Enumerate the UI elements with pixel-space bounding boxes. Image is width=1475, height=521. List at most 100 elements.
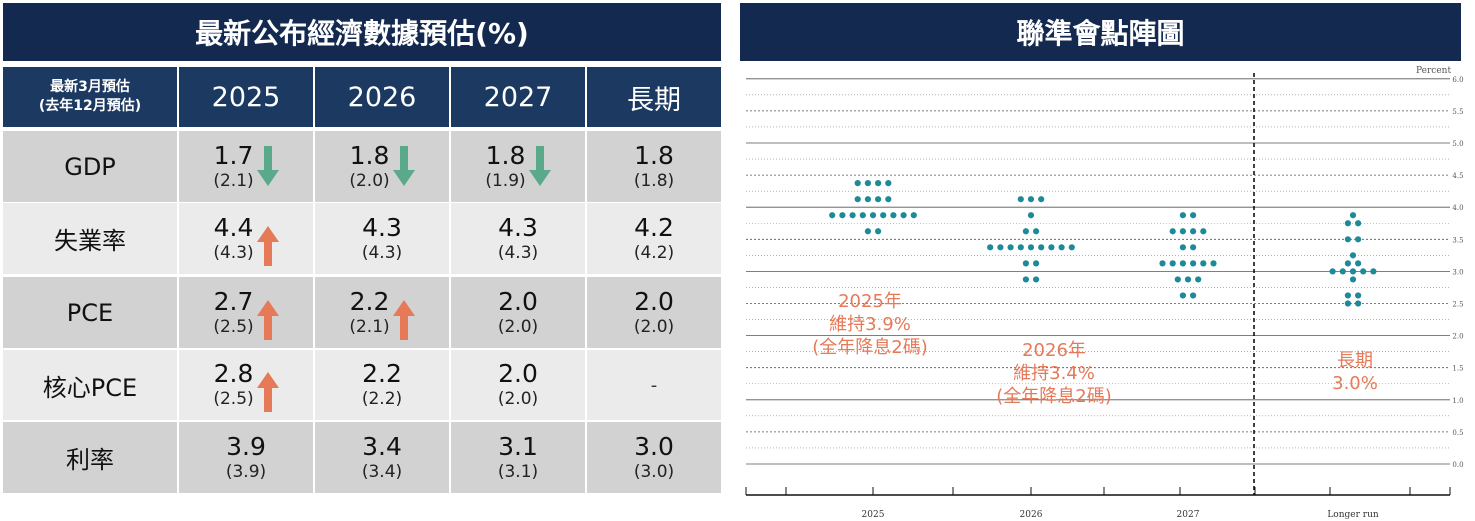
dot-plot-panel: 聯準會點陣圖 0.0 0.5 1.0 1.5 2.0 2.5 3.0 3.5 4.0 4.5 5.0… — [740, 3, 1470, 520]
dot-point — [1068, 244, 1075, 251]
value-cell: 3.9 (3.9) — [179, 422, 313, 493]
dot-point — [1033, 260, 1040, 267]
dot-point — [890, 212, 897, 219]
value-stack: 1.8 (1.9) — [485, 141, 526, 192]
value-cell: 2.8 (2.5) — [179, 350, 313, 420]
previous-estimate: (1.8) — [633, 170, 675, 191]
current-estimate: 2.8 — [213, 359, 254, 388]
empty-value: - — [650, 374, 658, 396]
dot-point — [1210, 260, 1217, 267]
previous-estimate: (2.5) — [213, 389, 254, 409]
row-label: GDP — [3, 131, 177, 202]
x-category-label: 2026 — [1020, 510, 1043, 520]
current-estimate: 2.0 — [634, 286, 674, 316]
dot-point — [1190, 292, 1197, 299]
value-stack: 3.9 (3.9) — [226, 431, 266, 483]
dot-point — [997, 244, 1004, 251]
dot-point — [1344, 300, 1351, 307]
value-cell: 4.4 (4.3) — [179, 203, 313, 274]
current-estimate: 1.8 — [634, 140, 674, 170]
current-estimate: 3.0 — [634, 431, 674, 461]
dot-point — [880, 212, 887, 219]
dot-point — [1007, 244, 1014, 251]
dot-point — [1027, 244, 1035, 251]
table-title: 最新公布經濟數據預估(%) — [3, 3, 721, 61]
previous-estimate: (2.1) — [213, 170, 254, 191]
annotation-longer-run: 長期 3.0% — [1310, 349, 1400, 395]
y-tick-label: 4.5 — [1452, 172, 1463, 180]
dot-point — [1017, 196, 1024, 203]
current-estimate: 4.4 — [213, 212, 254, 242]
value-group: 4.4 (4.3) — [213, 212, 279, 266]
value-stack: 2.8 (2.5) — [213, 360, 253, 410]
value-cell: 2.2 (2.2) — [315, 350, 449, 420]
current-estimate: 2.0 — [498, 359, 538, 388]
value-stack: 1.8 (2.0) — [349, 141, 389, 192]
dot-point — [1355, 292, 1362, 299]
y-tick-label: 6.0 — [1452, 76, 1463, 84]
arrow-up-icon — [392, 299, 415, 340]
value-cell: 1.8 (1.9) — [451, 131, 585, 202]
y-axis-label: Percent — [1416, 66, 1451, 76]
previous-estimate: (2.2) — [361, 389, 403, 409]
value-group: 2.0 (2.0) — [634, 286, 674, 338]
annotation-line: 2025年 — [838, 291, 902, 312]
current-estimate: 2.2 — [349, 286, 390, 316]
y-tick-label: 3.0 — [1452, 268, 1463, 276]
dot-point — [854, 180, 861, 187]
dot-point — [1329, 268, 1336, 275]
dot-point — [1344, 260, 1351, 267]
annotation-2025: 2025年 維持3.9% (全年降息2碼) — [800, 290, 940, 359]
dot-point — [885, 180, 892, 187]
x-category-label: 2025 — [862, 510, 885, 520]
value-group: 2.7 (2.5) — [213, 286, 279, 340]
dot-point — [1022, 260, 1029, 267]
dot-point — [1195, 276, 1202, 283]
value-group: 3.0 (3.0) — [634, 431, 674, 483]
previous-estimate: (3.1) — [497, 461, 539, 482]
previous-estimate: (1.9) — [485, 170, 526, 191]
dot-point — [1033, 228, 1040, 235]
row-label: 利率 — [3, 422, 177, 493]
current-estimate: 1.7 — [213, 140, 254, 170]
current-estimate: 2.7 — [213, 286, 254, 316]
dot-point — [1017, 244, 1024, 251]
row-label: 核心PCE — [3, 350, 177, 420]
dot-point — [987, 244, 994, 251]
dot-point — [900, 212, 907, 219]
current-estimate: 3.9 — [226, 431, 266, 461]
current-estimate: 2.2 — [362, 359, 402, 388]
value-cell: 2.0 (2.0) — [451, 350, 585, 420]
dot-point — [1355, 260, 1362, 267]
arrow-up-icon — [256, 225, 279, 266]
value-cell: 1.7 (2.1) — [179, 131, 313, 202]
dot-point — [849, 212, 856, 219]
value-cell: 3.0 (3.0) — [587, 422, 721, 493]
dot-point — [869, 212, 877, 219]
dot-point — [1179, 260, 1186, 267]
value-stack: 3.4 (3.4) — [362, 432, 402, 483]
dot-point — [885, 196, 892, 203]
corner-line: 最新3月預估 — [50, 79, 130, 95]
previous-estimate: (2.1) — [349, 316, 390, 337]
value-cell: 1.8 (1.8) — [587, 131, 721, 202]
column-header: 2027 — [451, 67, 585, 127]
value-group: 3.9 (3.9) — [226, 431, 266, 483]
dot-point — [1174, 276, 1181, 283]
dot-point — [1027, 196, 1035, 203]
previous-estimate: (4.3) — [361, 242, 403, 263]
dot-point — [864, 180, 871, 187]
dot-point — [1339, 268, 1346, 275]
value-stack: 2.2 (2.1) — [349, 286, 390, 338]
column-header: 2026 — [315, 67, 449, 127]
annotation-line: 維持3.4% — [1013, 363, 1095, 384]
dot-point — [1033, 276, 1040, 283]
value-group: 1.8 (2.0) — [349, 141, 415, 192]
value-cell: 3.4 (3.4) — [315, 422, 449, 493]
value-stack: 2.2 (2.2) — [362, 360, 402, 410]
current-estimate: 2.0 — [498, 286, 538, 316]
dot-point — [1179, 244, 1186, 251]
value-cell: 2.2 (2.1) — [315, 277, 449, 348]
current-estimate: 4.3 — [362, 212, 402, 242]
x-category-label: 2027 — [1177, 510, 1200, 520]
